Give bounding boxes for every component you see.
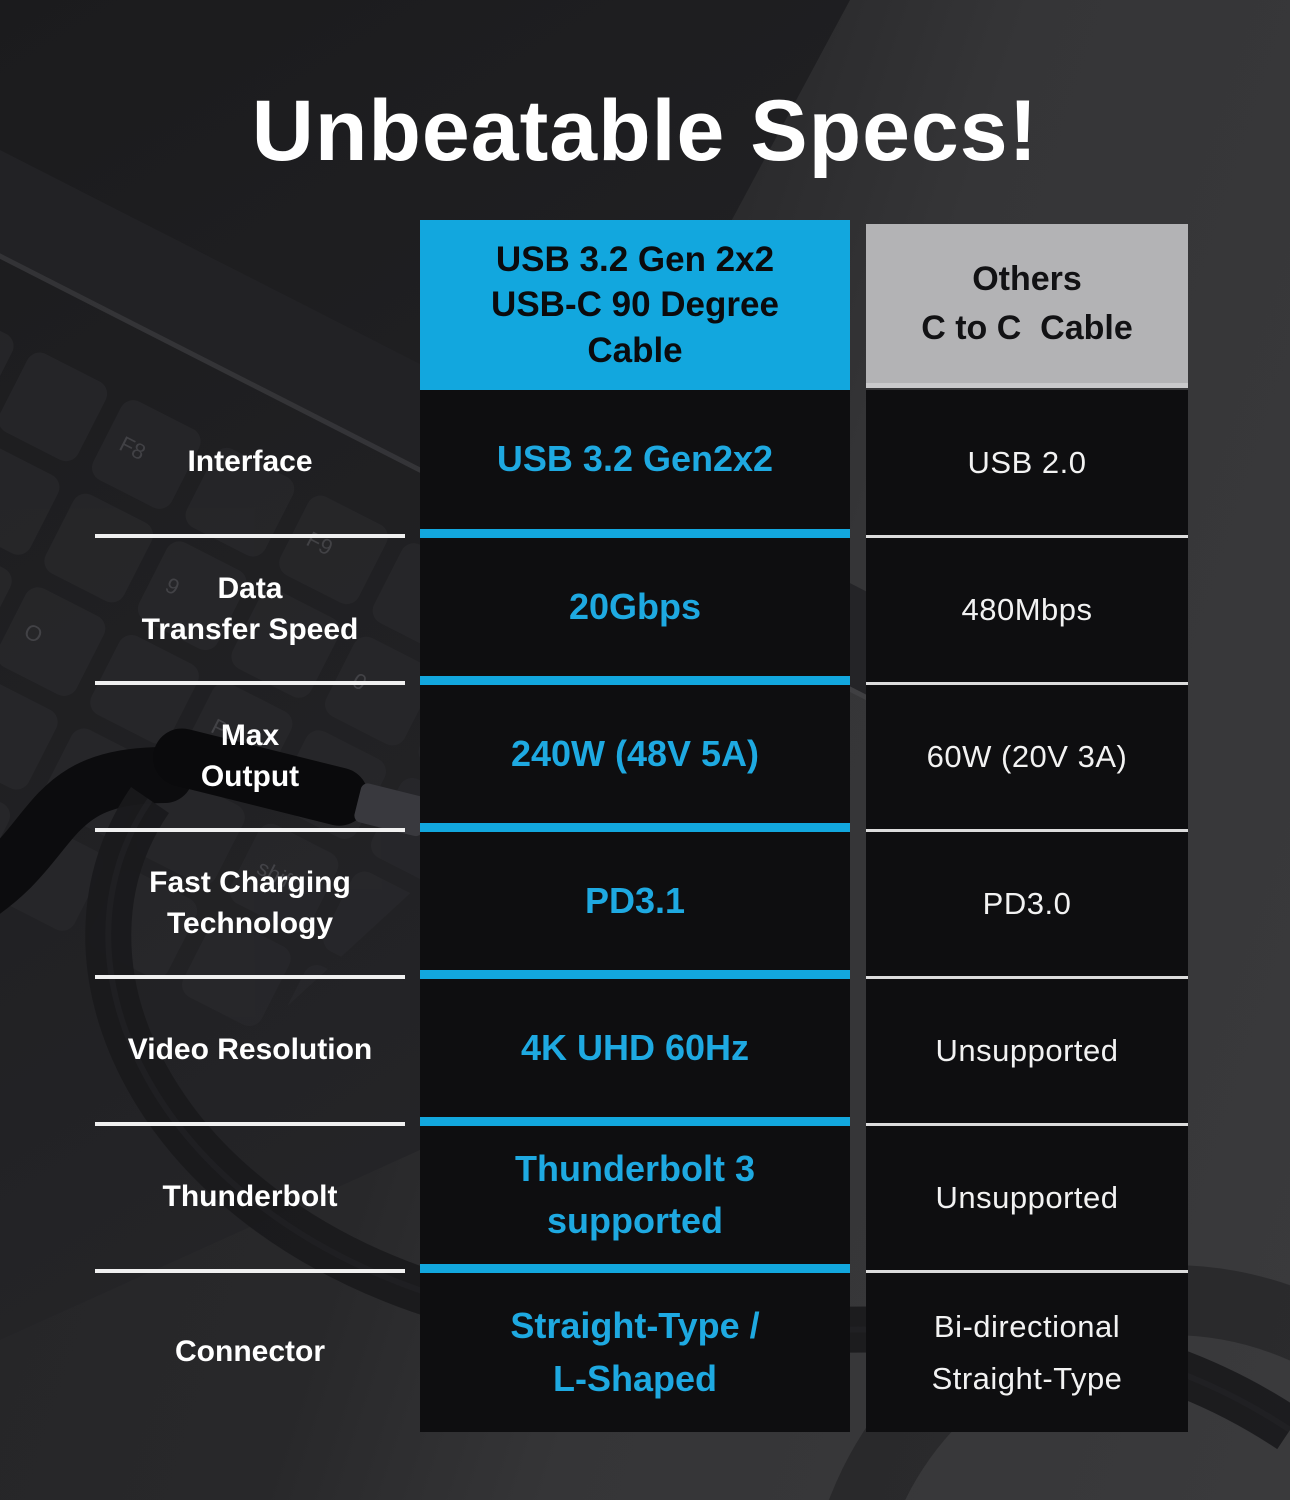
product-value-fast-charging: PD3.1 [420, 832, 850, 979]
product-value-interface: USB 3.2 Gen2x2 [420, 390, 850, 538]
others-value-thunderbolt: Unsupported [866, 1126, 1188, 1273]
row-label-thunderbolt: Thunderbolt [95, 1126, 405, 1273]
row-label-data-transfer: Data Transfer Speed [95, 538, 405, 685]
product-value-thunderbolt: Thunderbolt 3 supported [420, 1126, 850, 1273]
product-value-max-output: 240W (48V 5A) [420, 685, 850, 832]
others-value-column: USB 2.0 480Mbps 60W (20V 3A) PD3.0 Unsup… [866, 390, 1188, 1432]
spec-label-column: Interface Data Transfer Speed Max Output… [95, 390, 405, 1432]
usb-c-connector-icon [153, 728, 430, 837]
row-label-video-resolution: Video Resolution [95, 979, 405, 1126]
page-title: Unbeatable Specs! [251, 83, 1039, 179]
others-value-fast-charging: PD3.0 [866, 832, 1188, 979]
others-value-connector: Bi-directional Straight-Type [866, 1273, 1188, 1432]
row-label-connector: Connector [175, 1335, 325, 1369]
row-label-max-output: Max Output [95, 685, 405, 832]
product-value-video-resolution: 4K UHD 60Hz [420, 979, 850, 1126]
product-column-header: USB 3.2 Gen 2x2 USB-C 90 Degree Cable [420, 220, 850, 390]
product-value-connector: Straight-Type / L-Shaped [420, 1273, 850, 1432]
others-value-video-resolution: Unsupported [866, 979, 1188, 1126]
others-column-header: Others C to C Cable [866, 224, 1188, 388]
others-value-interface: USB 2.0 [866, 390, 1188, 538]
row-label-interface: Interface [95, 390, 405, 538]
product-value-column: USB 3.2 Gen2x2 20Gbps 240W (48V 5A) PD3.… [420, 390, 850, 1432]
product-value-data-transfer: 20Gbps [420, 538, 850, 685]
row-label-fast-charging: Fast Charging Technology [95, 832, 405, 979]
others-value-max-output: 60W (20V 3A) [866, 685, 1188, 832]
others-value-data-transfer: 480Mbps [866, 538, 1188, 685]
